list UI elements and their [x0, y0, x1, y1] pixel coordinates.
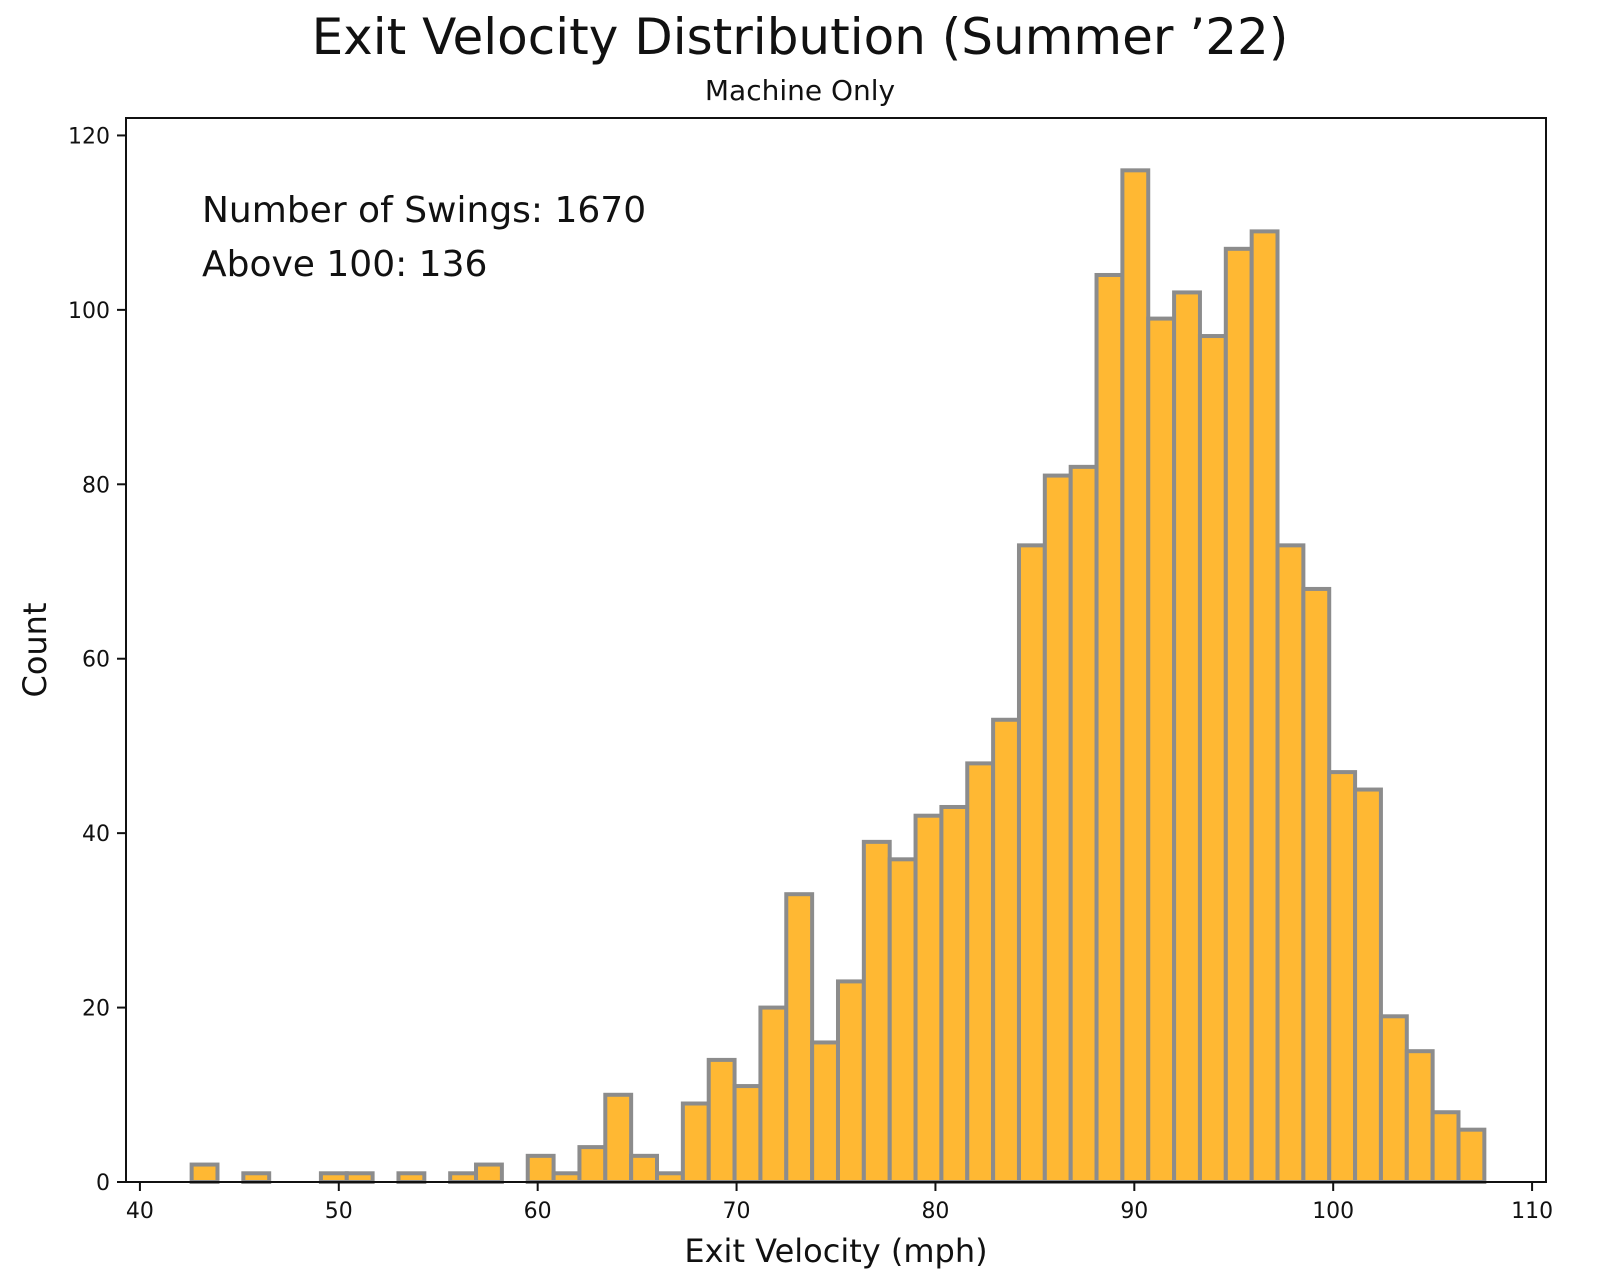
- x-axis-label: Exit Velocity (mph): [684, 1232, 987, 1270]
- histogram-bar: [1042, 473, 1073, 1184]
- histogram-bar: [887, 857, 918, 1184]
- histogram-bar: [758, 1005, 789, 1185]
- histogram-bar: [861, 839, 892, 1184]
- histogram-bar: [1301, 586, 1332, 1184]
- histogram-bar: [1068, 464, 1099, 1184]
- y-tick-label: 40: [82, 822, 110, 847]
- x-tick-label: 50: [325, 1199, 353, 1224]
- histogram-bar: [1430, 1110, 1461, 1184]
- x-tick-label: 70: [723, 1199, 751, 1224]
- histogram-bar: [680, 1101, 711, 1184]
- histogram-bar: [1275, 543, 1306, 1184]
- histogram-bar: [1146, 316, 1177, 1184]
- histogram-bar: [1172, 290, 1202, 1185]
- plot-frame: [125, 117, 1547, 1183]
- histogram-bar: [1249, 229, 1280, 1184]
- histogram-bar: [1223, 246, 1254, 1184]
- y-axis-ticks: 0 20 40 60 80 100 120: [68, 124, 126, 1196]
- x-tick-label: 80: [921, 1199, 949, 1224]
- histogram-bar: [1456, 1127, 1487, 1184]
- histogram-bar: [396, 1171, 427, 1184]
- histogram-bar: [1353, 787, 1383, 1184]
- y-tick-label: 100: [68, 299, 110, 324]
- histogram-bars: [189, 168, 1487, 1185]
- histogram-bar: [1378, 1014, 1409, 1185]
- x-tick-label: 60: [524, 1199, 552, 1224]
- histogram-bar: [939, 804, 970, 1184]
- y-tick-label: 60: [82, 648, 110, 673]
- histogram-bar: [241, 1171, 272, 1184]
- histogram-bar: [1404, 1049, 1435, 1184]
- histogram-bar: [603, 1092, 634, 1184]
- histogram-bar: [525, 1153, 556, 1184]
- histogram-bar: [318, 1171, 349, 1184]
- annotation-swings: Number of Swings: 1670: [202, 190, 646, 231]
- chart-subtitle: Machine Only: [704, 74, 896, 107]
- x-tick-label: 40: [126, 1199, 154, 1224]
- histogram-bar: [1120, 168, 1151, 1184]
- histogram-bar: [577, 1145, 608, 1184]
- chart-title: Exit Velocity Distribution (Summer ’22): [311, 8, 1289, 66]
- histogram-bar: [1327, 770, 1358, 1185]
- histogram-bar: [1197, 334, 1228, 1184]
- histogram-bar: [629, 1153, 660, 1184]
- y-tick-label: 0: [96, 1171, 110, 1196]
- histogram-bar: [655, 1171, 685, 1184]
- x-tick-label: 100: [1312, 1199, 1354, 1224]
- histogram-bar: [1094, 272, 1125, 1185]
- histogram-bar: [810, 1040, 840, 1184]
- histogram-bar: [706, 1057, 737, 1184]
- histogram-bar: [965, 761, 996, 1185]
- y-tick-label: 20: [82, 997, 110, 1022]
- histogram-bar: [913, 813, 944, 1184]
- histogram-bar: [991, 717, 1021, 1185]
- y-tick-label: 120: [68, 124, 110, 149]
- x-tick-label: 90: [1120, 1199, 1148, 1224]
- histogram-bar: [551, 1171, 582, 1184]
- annotation-above-100: Above 100: 136: [202, 244, 487, 285]
- y-axis-label: Count: [16, 602, 54, 697]
- x-tick-label: 110: [1511, 1199, 1553, 1224]
- histogram-bar: [732, 1084, 763, 1184]
- histogram-bar: [784, 892, 815, 1184]
- x-axis-ticks: 40 50 60 70 80 90 100 110: [126, 1182, 1553, 1224]
- histogram-bar: [344, 1171, 375, 1184]
- y-tick-label: 80: [82, 473, 110, 498]
- histogram-bar: [835, 979, 866, 1185]
- histogram-bar: [448, 1171, 479, 1184]
- histogram-bar: [474, 1162, 504, 1184]
- histogram-bar: [1016, 543, 1047, 1184]
- histogram-bar: [189, 1162, 220, 1184]
